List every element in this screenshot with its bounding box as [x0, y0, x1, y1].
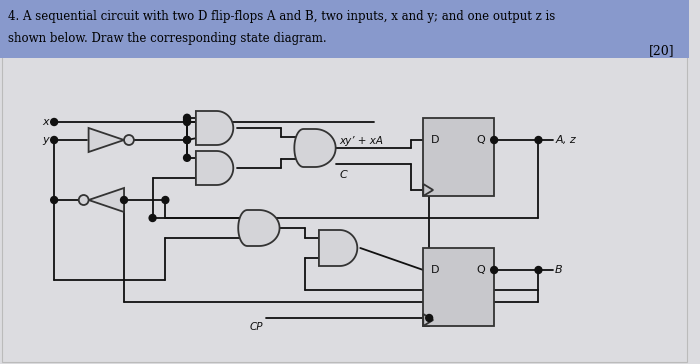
Circle shape [50, 197, 57, 203]
Text: D: D [431, 265, 440, 275]
Circle shape [183, 119, 190, 126]
Text: [20]: [20] [649, 44, 674, 57]
Circle shape [162, 197, 169, 203]
Text: CP: CP [249, 322, 262, 332]
Circle shape [124, 135, 134, 145]
Circle shape [50, 119, 57, 126]
Circle shape [183, 114, 190, 121]
Polygon shape [196, 111, 233, 145]
Text: y: y [43, 135, 49, 145]
Circle shape [491, 266, 498, 273]
Circle shape [183, 116, 190, 123]
Polygon shape [319, 230, 357, 266]
Circle shape [50, 136, 57, 143]
Text: B: B [555, 265, 563, 275]
Polygon shape [294, 129, 336, 167]
Text: xy’ + xA: xy’ + xA [340, 136, 384, 146]
Circle shape [78, 195, 89, 205]
Text: A, z: A, z [555, 135, 576, 145]
Text: Q: Q [477, 265, 485, 275]
Circle shape [183, 136, 190, 143]
Polygon shape [238, 210, 279, 246]
Text: D: D [431, 135, 440, 145]
Bar [424, 118, 494, 196]
Circle shape [183, 136, 190, 143]
Text: C: C [340, 170, 347, 180]
Circle shape [535, 266, 542, 273]
Polygon shape [89, 188, 124, 212]
Circle shape [535, 136, 542, 143]
Circle shape [491, 136, 498, 143]
Circle shape [426, 314, 433, 321]
Polygon shape [89, 128, 124, 152]
Circle shape [183, 154, 190, 161]
Text: Q: Q [477, 135, 485, 145]
Bar [0, 0, 689, 58]
Text: shown below. Draw the corresponding state diagram.: shown below. Draw the corresponding stat… [8, 32, 326, 45]
Text: x: x [43, 117, 49, 127]
Polygon shape [196, 151, 233, 185]
Bar [424, 248, 494, 326]
Text: 4. A sequential circuit with two D flip-flops A and B, two inputs, x and y; and : 4. A sequential circuit with two D flip-… [8, 10, 555, 23]
Circle shape [149, 214, 156, 222]
Circle shape [120, 197, 127, 203]
